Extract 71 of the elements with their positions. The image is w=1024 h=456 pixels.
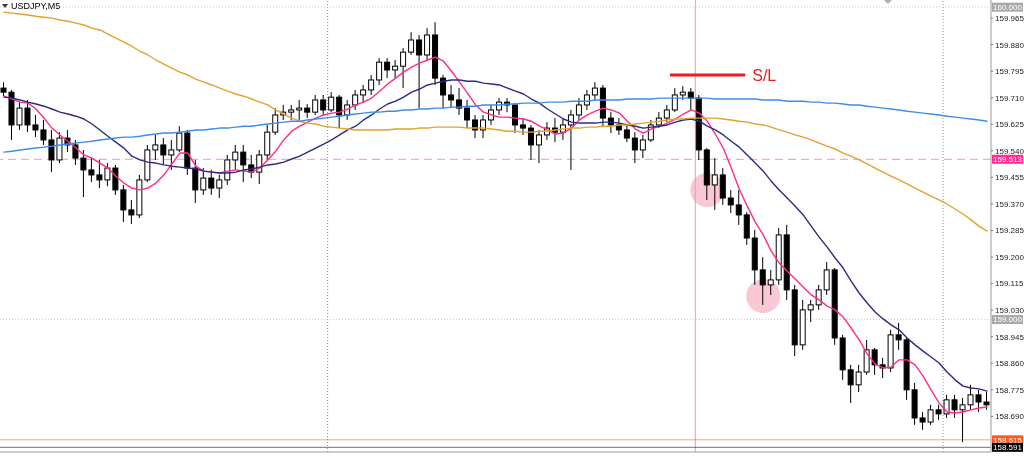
candlestick xyxy=(176,125,183,153)
candlestick xyxy=(567,109,574,171)
line-series xyxy=(3,11,988,232)
candlestick xyxy=(320,94,327,116)
ref-line-label: 159.513 xyxy=(993,155,1023,165)
candlestick xyxy=(312,94,319,116)
candlestick xyxy=(232,144,239,171)
candlestick xyxy=(376,57,383,86)
candlestick xyxy=(200,167,207,196)
candlestick xyxy=(815,284,822,311)
candlestick xyxy=(240,144,247,183)
y-tick-label: 158.690 xyxy=(995,412,1024,422)
candlestick xyxy=(448,84,455,109)
annotation: S/L xyxy=(752,66,777,84)
y-tick-label: 159.540 xyxy=(995,146,1024,156)
candlestick xyxy=(727,189,734,214)
candlestick xyxy=(360,84,367,103)
candlestick xyxy=(464,99,471,129)
y-tick-label: 159.965 xyxy=(995,13,1024,23)
y-tick-label: 159.285 xyxy=(995,226,1024,236)
candlestick xyxy=(352,89,359,111)
candlestick xyxy=(711,157,718,211)
y-tick-label: 159.115 xyxy=(995,279,1024,289)
candlestick xyxy=(535,129,542,164)
candlestick xyxy=(408,31,415,56)
candlestick xyxy=(735,189,742,226)
candlestick xyxy=(256,149,263,185)
y-tick-label: 159.030 xyxy=(995,306,1024,316)
candlestick xyxy=(336,94,343,129)
candlestick xyxy=(160,137,167,166)
candlestick xyxy=(328,91,335,113)
candlestick xyxy=(272,107,279,136)
candlestick xyxy=(168,139,175,171)
candlestick xyxy=(208,169,215,196)
y-tick-label: 159.200 xyxy=(995,252,1024,262)
ref-line-label: 158.615 xyxy=(993,435,1023,445)
candlestick xyxy=(639,134,646,159)
candlestick xyxy=(392,59,399,79)
candlestick xyxy=(416,34,423,109)
candlestick xyxy=(527,124,534,161)
candlestick xyxy=(424,27,431,61)
candlestick xyxy=(759,256,766,306)
candlestick xyxy=(767,269,774,296)
candlestick xyxy=(743,211,750,246)
candlestick xyxy=(519,117,526,136)
ref-line-label: 159.000 xyxy=(993,315,1023,325)
ref-line-label: 160.000 xyxy=(993,2,1023,12)
candlestick xyxy=(400,47,407,89)
candlestick xyxy=(440,74,447,109)
y-tick-label: 158.775 xyxy=(995,385,1024,395)
candlestick xyxy=(368,74,375,96)
candlestick xyxy=(575,97,582,121)
y-tick-label: 159.625 xyxy=(995,120,1024,130)
candlestick xyxy=(823,261,830,296)
y-tick-label: 158.860 xyxy=(995,359,1024,369)
candlestick xyxy=(807,299,814,323)
y-tick-label: 159.880 xyxy=(995,40,1024,50)
candlestick xyxy=(384,57,391,79)
y-tick-label: 159.455 xyxy=(995,173,1024,183)
candlestick xyxy=(216,174,223,199)
chart-title: USDJPY,M5 xyxy=(11,1,61,11)
candlestick xyxy=(192,159,199,204)
ref-line-label: 158.591 xyxy=(993,443,1023,453)
y-tick-label: 159.795 xyxy=(995,67,1024,77)
y-tick-label: 158.945 xyxy=(995,332,1024,342)
y-tick-label: 159.710 xyxy=(995,93,1024,103)
candlestick xyxy=(719,167,726,206)
candlestick xyxy=(264,124,271,161)
candlestick xyxy=(296,99,303,121)
candlestick xyxy=(631,131,638,164)
y-tick-label: 159.370 xyxy=(995,199,1024,209)
